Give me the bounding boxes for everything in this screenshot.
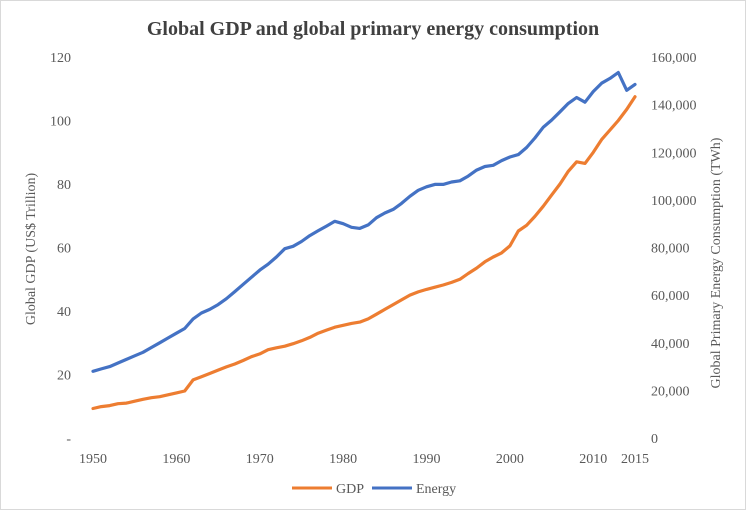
y-tick-label: 60 — [57, 242, 71, 257]
y2-tick-label: 60,000 — [651, 289, 690, 304]
y2-tick-label: 40,000 — [651, 337, 690, 352]
y2-axis-label: Global Primary Energy Consumption (TWh) — [709, 137, 724, 388]
x-tick-label: 2010 — [579, 452, 607, 467]
y-tick-label: - — [66, 432, 71, 447]
legend-label-gdp: GDP — [336, 482, 364, 497]
x-tick-label: 1990 — [413, 452, 441, 467]
y2-tick-label: 100,000 — [651, 194, 697, 209]
chart-title: Global GDP and global primary energy con… — [147, 18, 599, 40]
y2-tick-label: 20,000 — [651, 384, 690, 399]
y-tick-label: 40 — [57, 305, 71, 320]
x-tick-label: 1980 — [329, 452, 357, 467]
y2-tick-label: 0 — [651, 432, 658, 447]
y-tick-label: 120 — [50, 51, 71, 66]
y-tick-label: 100 — [50, 115, 71, 130]
y-tick-label: 80 — [57, 178, 71, 193]
legend: GDP Energy — [292, 482, 456, 497]
y-tick-label: 20 — [57, 369, 71, 384]
x-tick-label: 1970 — [246, 452, 274, 467]
x-tick-label: 2000 — [496, 452, 524, 467]
y2-tick-label: 140,000 — [651, 99, 697, 114]
x-tick-label: 1960 — [162, 452, 190, 467]
series-line-gdp — [91, 95, 637, 411]
y2-tick-label: 120,000 — [651, 146, 697, 161]
y2-tick-label: 80,000 — [651, 242, 690, 257]
y-axis-label: Global GDP (US$ Trillion) — [24, 172, 39, 325]
x-tick-label: 1950 — [79, 452, 107, 467]
y2-axis-ticks: 0 20,000 40,000 60,000 80,000 100,000 120,000 1… — [651, 51, 697, 447]
series-line-energy — [91, 70, 637, 373]
x-axis-ticks: 1950 1960 1970 1980 1990 2000 2010 2015 — [79, 452, 649, 467]
y-axis-ticks: - 20 40 60 80 100 120 — [50, 51, 71, 447]
series-layer — [91, 70, 637, 411]
y2-tick-label: 160,000 — [651, 51, 697, 66]
legend-label-energy: Energy — [416, 482, 456, 497]
x-tick-label: 2015 — [621, 452, 649, 467]
